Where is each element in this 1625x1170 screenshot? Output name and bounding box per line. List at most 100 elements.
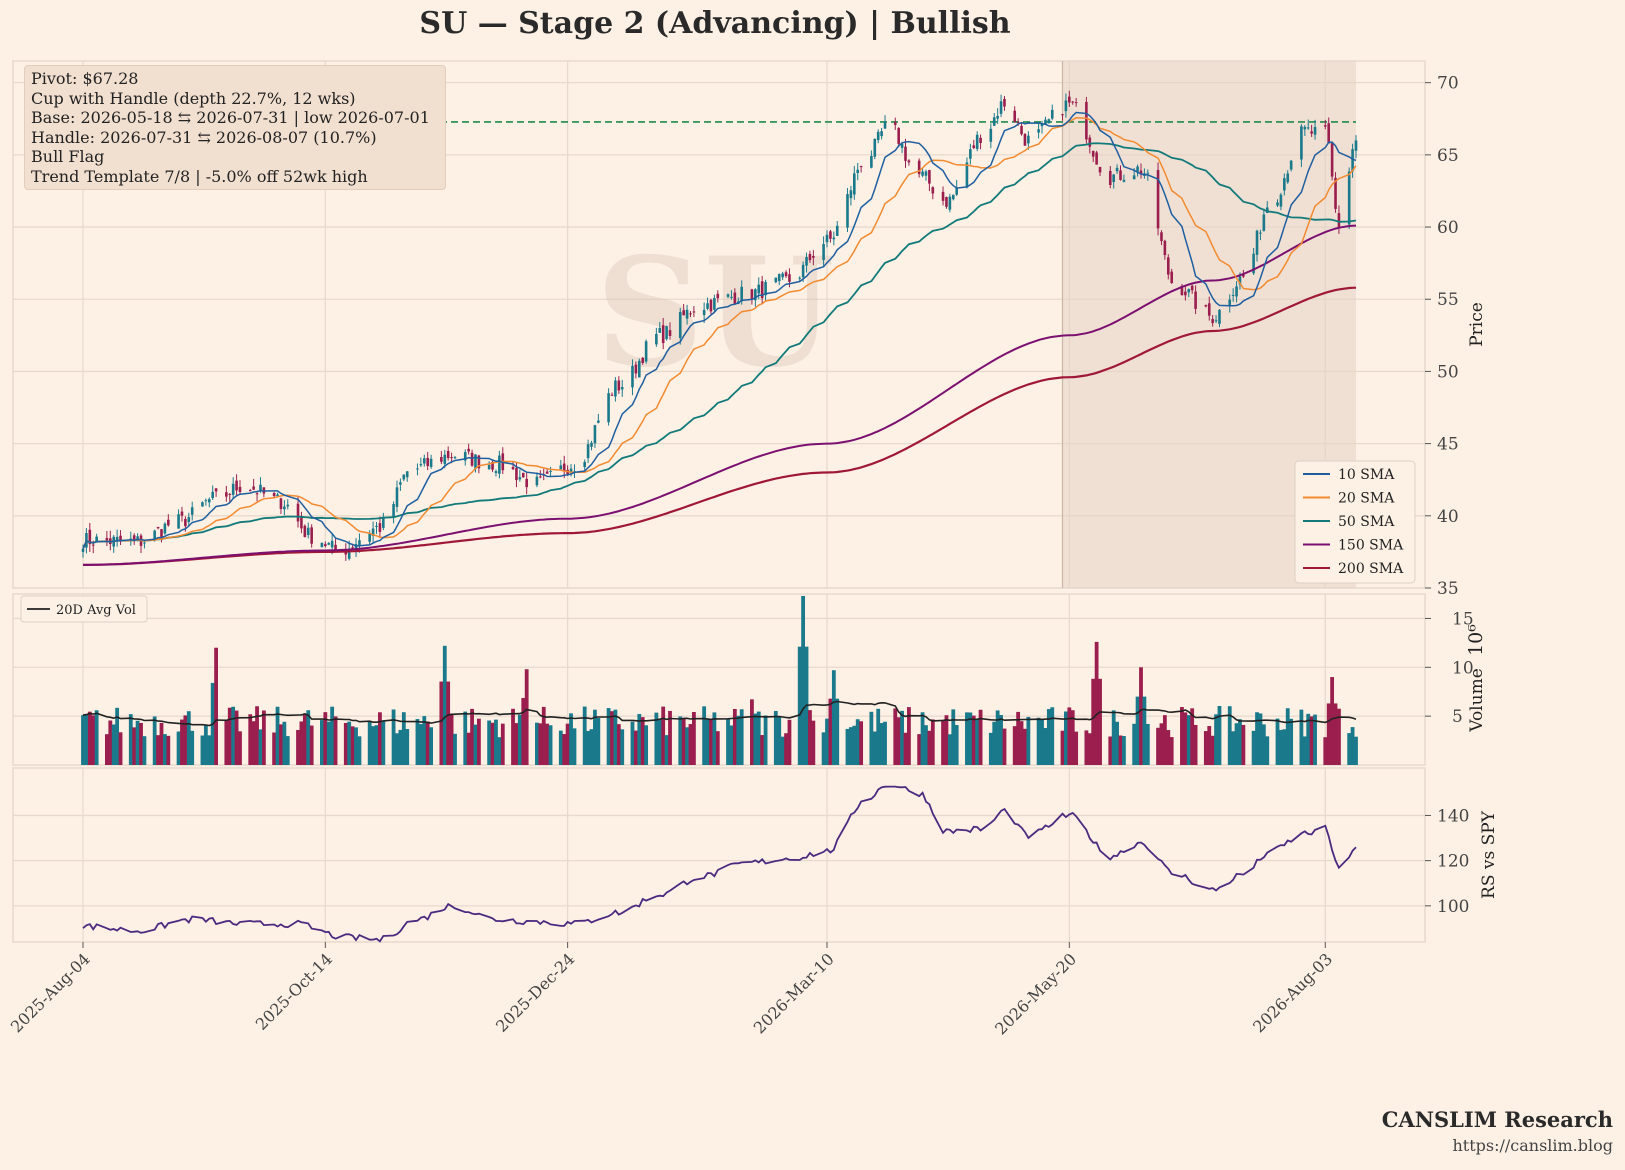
candle-body xyxy=(951,194,955,200)
candle-body xyxy=(443,454,447,464)
volume-bar xyxy=(207,735,212,765)
info-pattern: Cup with Handle (depth 22.7%, 12 wks) xyxy=(31,88,356,108)
volume-bar xyxy=(186,711,191,765)
candle-body xyxy=(511,466,515,470)
brand-url[interactable]: https://canslim.blog xyxy=(1452,1136,1613,1155)
volume-tick-label: 15 xyxy=(1452,609,1474,629)
candle-body xyxy=(470,452,474,466)
volume-axis-label: Volume xyxy=(1467,668,1487,733)
volume-bar xyxy=(104,734,109,765)
candle-body xyxy=(996,115,999,119)
candle-body xyxy=(661,325,665,344)
volume-bar xyxy=(801,595,806,765)
x-tick-label: 2026-Mar-10 xyxy=(750,949,838,1037)
candle-body xyxy=(177,514,180,529)
candle-body xyxy=(1115,167,1119,172)
candle-body xyxy=(774,277,778,283)
volume-bar xyxy=(1135,696,1140,765)
volume-bar xyxy=(777,716,782,765)
candle-body xyxy=(95,536,98,542)
volume-bar xyxy=(251,721,256,765)
candle-body xyxy=(644,341,648,362)
candle-body xyxy=(211,491,214,499)
candle-body xyxy=(1283,178,1286,191)
volume-bar xyxy=(893,708,898,765)
legend-label: 200 SMA xyxy=(1338,561,1404,577)
volume-bar xyxy=(606,708,611,765)
volume-bar xyxy=(1186,715,1191,765)
volume-bar xyxy=(1275,718,1280,765)
volume-bar xyxy=(944,715,949,765)
candle-body xyxy=(334,544,337,550)
volume-bar xyxy=(1306,713,1311,765)
volume-bar xyxy=(702,706,707,765)
candle-body xyxy=(754,289,757,301)
candle-body xyxy=(979,137,982,143)
volume-bar xyxy=(487,720,492,765)
volume-bar xyxy=(1330,677,1335,765)
volume-bar xyxy=(490,722,495,765)
volume-bar xyxy=(511,708,515,765)
volume-bar xyxy=(586,730,591,765)
volume-bar xyxy=(951,709,956,765)
candle-body xyxy=(692,311,696,313)
candle-body xyxy=(1091,150,1095,157)
candle-body xyxy=(1003,98,1006,107)
volume-bar xyxy=(323,712,328,765)
rs-line xyxy=(82,785,1357,943)
candle-body xyxy=(634,364,638,374)
candle-body xyxy=(1214,320,1218,322)
candle-body xyxy=(1190,285,1194,291)
volume-bar xyxy=(439,681,444,765)
candle-body xyxy=(180,511,184,516)
candle-body xyxy=(1184,291,1187,296)
candle-body xyxy=(1160,232,1163,242)
volume-bar xyxy=(227,707,232,765)
candle-body xyxy=(733,292,737,304)
candle-body xyxy=(156,526,160,529)
candle-body xyxy=(822,244,825,261)
candle-body xyxy=(1166,257,1170,275)
candle-body xyxy=(1235,286,1238,297)
volume-bar xyxy=(668,710,672,765)
legend-label: 20 SMA xyxy=(1338,491,1395,507)
volume-bar xyxy=(760,735,765,765)
volume-bar xyxy=(995,710,1000,765)
volume-bar xyxy=(582,706,587,765)
candle-body xyxy=(1265,207,1269,214)
candle-body xyxy=(358,540,361,547)
volume-bar xyxy=(1326,703,1331,765)
info-base: Base: 2026-05-18 ⇆ 2026-07-31 | low 2026… xyxy=(31,108,430,128)
candle-body xyxy=(1023,133,1027,146)
volume-bar xyxy=(449,713,454,765)
volume-bar xyxy=(1074,731,1079,765)
volume-bar xyxy=(732,708,737,765)
volume-bar xyxy=(108,720,113,765)
candle-body xyxy=(300,517,303,529)
candle-body xyxy=(225,492,228,497)
candle-body xyxy=(1334,177,1337,209)
candle-body xyxy=(726,294,730,297)
candle-body xyxy=(907,160,911,163)
candle-body xyxy=(272,492,276,497)
volume-bar xyxy=(333,716,338,765)
candle-body xyxy=(1180,285,1184,296)
volume-bar xyxy=(156,735,160,765)
volume-bar xyxy=(616,724,621,765)
volume-bar xyxy=(139,722,143,765)
volume-bar xyxy=(992,721,997,765)
candle-body xyxy=(248,490,252,492)
candle-body xyxy=(1044,119,1047,125)
candle-body xyxy=(463,452,467,461)
volume-bar xyxy=(453,733,457,765)
volume-bar xyxy=(1279,729,1283,765)
candle-body xyxy=(351,547,354,549)
volume-bar xyxy=(1323,737,1328,765)
volume-bar xyxy=(494,719,498,765)
volume-bar xyxy=(183,715,188,765)
volume-bar xyxy=(1019,721,1024,765)
volume-bar xyxy=(159,722,164,765)
candle-body xyxy=(1327,123,1331,144)
candle-body xyxy=(1064,100,1068,112)
candle-body xyxy=(296,503,300,522)
